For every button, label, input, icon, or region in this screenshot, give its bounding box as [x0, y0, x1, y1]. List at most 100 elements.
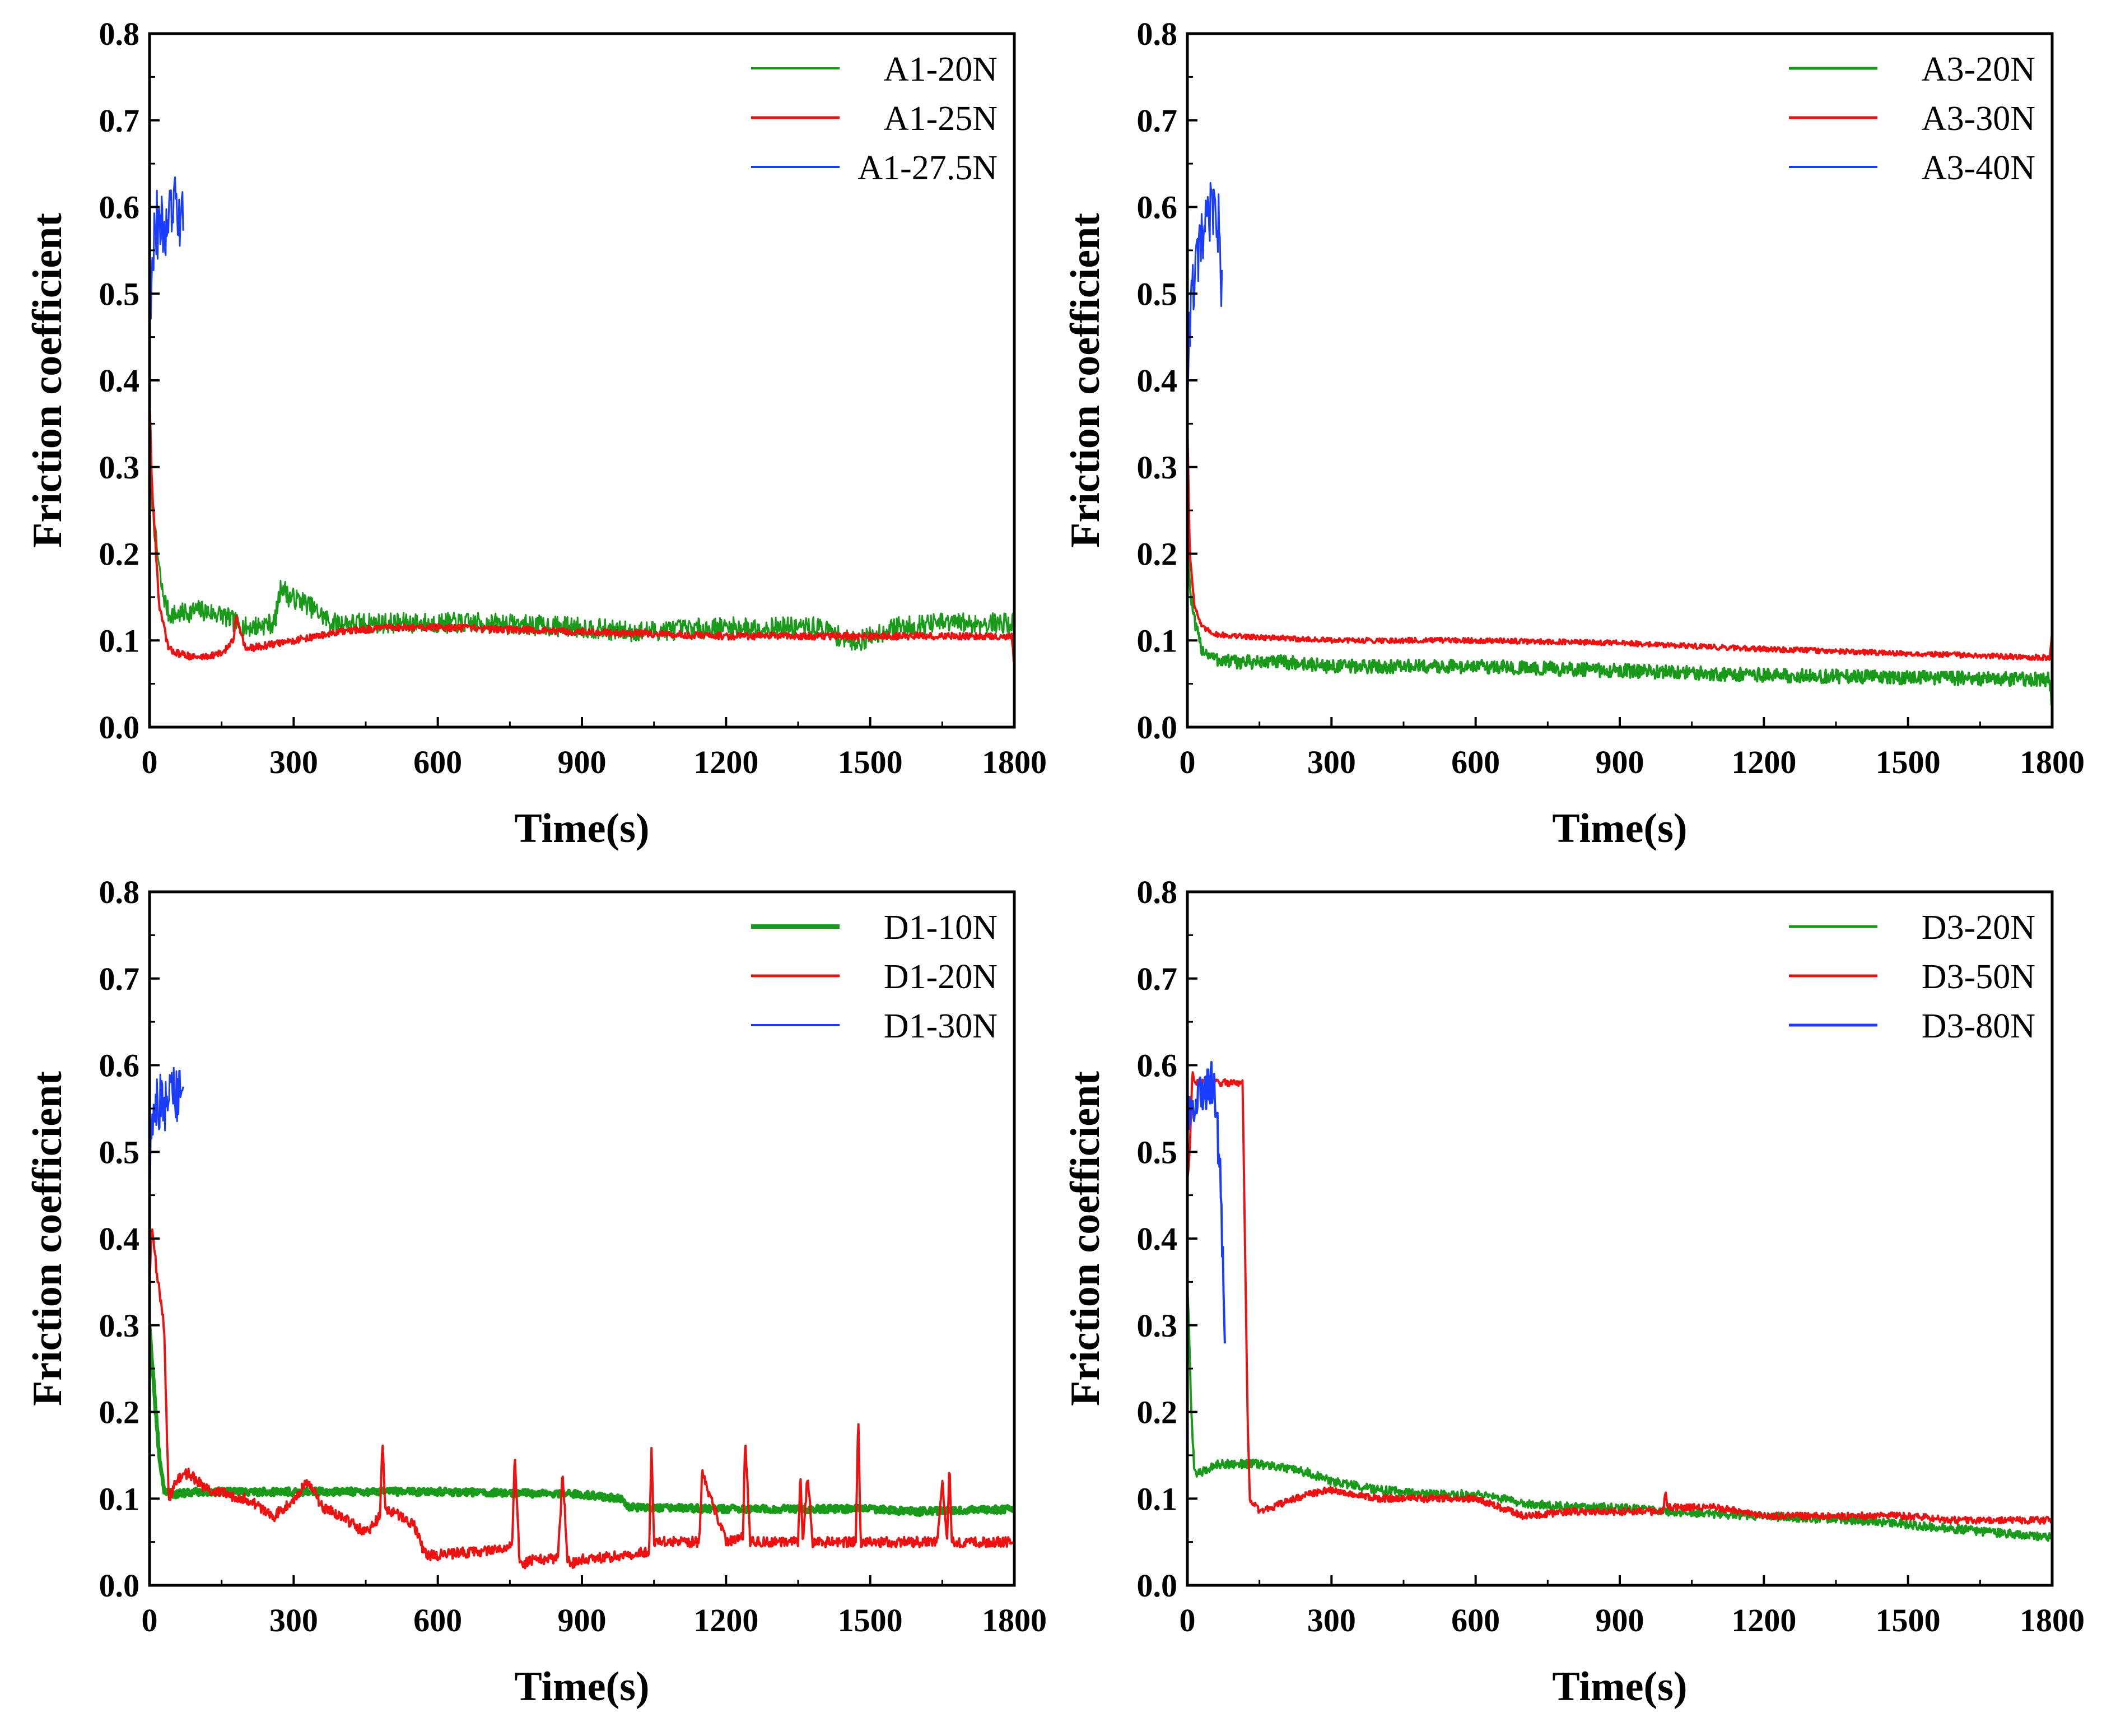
- x-tick-label: 0: [1180, 744, 1196, 780]
- y-tick-label: 0.3: [1137, 449, 1178, 486]
- y-tick-label: 0.6: [1137, 189, 1178, 226]
- x-tick-label: 900: [1596, 1602, 1644, 1639]
- y-tick-label: 0.7: [99, 961, 140, 997]
- y-tick-label: 0.0: [99, 709, 140, 746]
- series-line-a3-20n: [1187, 522, 2052, 708]
- legend: D3-20N D3-50N D3-80N: [1789, 909, 2035, 1045]
- y-tick-label: 0.7: [1137, 103, 1178, 139]
- series-group: [150, 176, 1014, 664]
- x-tick-label: 900: [1596, 744, 1644, 780]
- x-tick-label: 1800: [2020, 1602, 2085, 1639]
- x-tick-label: 900: [558, 744, 607, 780]
- chart-panel-d3: 0.0 0.1 0.2 0.3 0.4 0.5 0.6 0.7 0.8 0 300 600 900 120…: [1062, 874, 2085, 1710]
- x-tick-label: 1200: [1731, 744, 1796, 780]
- y-tick-label: 0.1: [99, 1481, 140, 1517]
- series-line-a3-40n: [1187, 181, 1223, 410]
- series-group: [1187, 1061, 2052, 1542]
- y-tick-label: 0.1: [1137, 1481, 1178, 1517]
- y-tick-label: 0.3: [1137, 1307, 1178, 1344]
- y-tick-label: 0.0: [99, 1567, 140, 1604]
- legend-label: D1-10N: [884, 909, 998, 947]
- legend: D1-10N D1-20N D1-30N: [751, 909, 998, 1045]
- y-tick-label: 0.0: [1137, 1567, 1178, 1604]
- series-line-d3-80n: [1187, 1061, 1226, 1344]
- series-line-d3-50n: [1187, 1071, 2052, 1525]
- y-tick-label: 0.1: [1137, 622, 1178, 659]
- x-tick-label: 1500: [838, 1602, 903, 1639]
- y-tick-label: 0.8: [1137, 874, 1178, 910]
- y-tick-label: 0.2: [99, 536, 140, 573]
- x-tick-label: 1200: [1731, 1602, 1796, 1639]
- legend-label: A1-27.5N: [857, 149, 998, 187]
- x-tick-label: 1800: [982, 744, 1047, 780]
- x-tick-label: 0: [1180, 1602, 1196, 1639]
- legend-label: D1-30N: [884, 1007, 998, 1045]
- x-tick-label: 1800: [982, 1602, 1047, 1639]
- legend-label: A1-20N: [884, 50, 998, 89]
- x-tick-label: 0: [142, 744, 158, 780]
- x-tick-label: 900: [558, 1602, 607, 1639]
- y-tick-label: 0.5: [99, 276, 140, 312]
- x-tick-label: 600: [413, 744, 462, 780]
- y-tick-label: 0.5: [99, 1134, 140, 1170]
- y-tick-label: 0.6: [1137, 1048, 1178, 1084]
- x-tick-label: 1800: [2020, 744, 2085, 780]
- series-line-a1-25n: [150, 399, 1014, 664]
- legend-label: A1-25N: [884, 100, 998, 138]
- y-axis-title: Friction coefficient: [1062, 1071, 1108, 1406]
- legend-label: A3-20N: [1922, 50, 2035, 89]
- y-tick-label: 0.7: [1137, 961, 1178, 997]
- y-tick-label: 0.3: [99, 449, 140, 486]
- x-tick-label: 1500: [1876, 1602, 1941, 1639]
- y-tick-label: 0.0: [1137, 709, 1178, 746]
- series-group: [150, 1067, 1014, 1570]
- y-axis-title: Friction coefficient: [25, 213, 71, 548]
- series-line-d1-10n: [150, 1326, 1014, 1518]
- x-tick-label: 300: [269, 744, 318, 780]
- chart-panel-d1: 0.0 0.1 0.2 0.3 0.4 0.5 0.6 0.7 0.8 0 300 600 900 120…: [25, 874, 1047, 1710]
- x-axis-title: Time(s): [514, 806, 649, 851]
- legend-label: D3-20N: [1922, 909, 2035, 947]
- x-tick-label: 300: [1307, 1602, 1356, 1639]
- x-tick-label: 1200: [693, 744, 758, 780]
- x-tick-label: 1500: [1876, 744, 1941, 780]
- series-line-d1-30n: [150, 1067, 184, 1180]
- y-tick-label: 0.6: [99, 189, 140, 226]
- chart-panel-a1: 0.0 0.1 0.2 0.3 0.4 0.5 0.6 0.7 0.8 0 300 600 900 120…: [25, 16, 1047, 851]
- y-axis-title: Friction coefficient: [25, 1071, 71, 1406]
- y-tick-label: 0.3: [99, 1307, 140, 1344]
- y-axis-title: Friction coefficient: [1062, 213, 1108, 548]
- x-tick-label: 0: [142, 1602, 158, 1639]
- y-tick-label: 0.8: [1137, 16, 1178, 52]
- series-line-a1-27-5n: [150, 176, 184, 354]
- x-tick-label: 600: [1451, 744, 1500, 780]
- y-tick-label: 0.7: [99, 103, 140, 139]
- legend-label: A3-30N: [1922, 100, 2035, 138]
- y-tick-label: 0.5: [1137, 1134, 1178, 1170]
- legend-label: D1-20N: [884, 958, 998, 996]
- y-tick-label: 0.2: [1137, 1394, 1178, 1431]
- series-line-d1-20n: [150, 1228, 1014, 1570]
- x-tick-label: 600: [413, 1602, 462, 1639]
- y-tick-label: 0.2: [1137, 536, 1178, 573]
- legend: A1-20N A1-25N A1-27.5N: [751, 50, 998, 187]
- legend: A3-20N A3-30N A3-40N: [1789, 50, 2035, 187]
- x-tick-label: 300: [1307, 744, 1356, 780]
- x-axis-title: Time(s): [1552, 806, 1687, 851]
- y-tick-label: 0.8: [99, 16, 140, 52]
- y-tick-label: 0.4: [1137, 362, 1178, 399]
- chart-panel-a3: 0.0 0.1 0.2 0.3 0.4 0.5 0.6 0.7 0.8 0 300 600 900 120…: [1062, 16, 2085, 851]
- x-axis-title: Time(s): [514, 1664, 649, 1710]
- y-tick-label: 0.8: [99, 874, 140, 910]
- y-tick-label: 0.4: [99, 362, 140, 399]
- series-group: [1187, 181, 2052, 708]
- x-tick-label: 300: [269, 1602, 318, 1639]
- series-line-a3-30n: [1187, 425, 2052, 662]
- legend-label: D3-50N: [1922, 958, 2035, 996]
- series-line-d3-20n: [1187, 1283, 2052, 1542]
- y-tick-label: 0.6: [99, 1048, 140, 1084]
- x-tick-label: 600: [1451, 1602, 1500, 1639]
- y-tick-label: 0.5: [1137, 276, 1178, 312]
- x-tick-label: 1500: [838, 744, 903, 780]
